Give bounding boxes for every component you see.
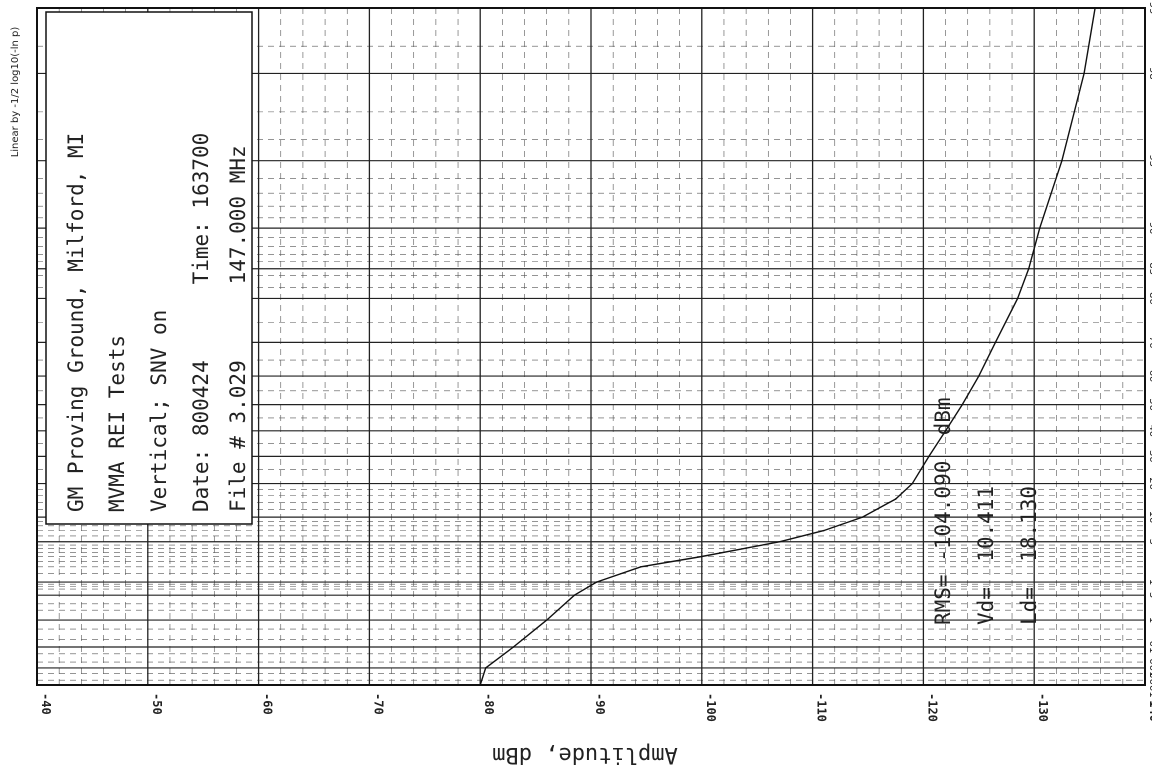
y-tick-label: -90 bbox=[593, 693, 607, 715]
prob-tick-label: 0001 bbox=[1147, 672, 1152, 697]
info-line-3: Vertical; SNV on bbox=[147, 310, 171, 512]
y-tick-label: -80 bbox=[482, 693, 496, 715]
data-point-23 bbox=[1094, 7, 1096, 9]
data-point-20 bbox=[1038, 227, 1041, 229]
series-line-0 bbox=[479, 7, 1096, 686]
prob-tick-label: 50 bbox=[1147, 398, 1152, 411]
data-point-9 bbox=[822, 529, 825, 532]
y-tick-label: -60 bbox=[261, 693, 275, 715]
prob-tick-label: 90 bbox=[1147, 222, 1152, 235]
data-point-14 bbox=[944, 429, 947, 432]
data-point-17 bbox=[994, 341, 997, 344]
data-point-13 bbox=[928, 455, 930, 458]
data-point-21 bbox=[1061, 159, 1063, 162]
prob-tick-label: 70 bbox=[1147, 336, 1152, 349]
prob-tick-label: 99 bbox=[1147, 2, 1152, 15]
amplitude-tick-labels: -40 -50 -60 -70 -80 -90 -100 -110 -120 -130 -140 bbox=[39, 693, 1152, 722]
data-point-1 bbox=[484, 667, 487, 669]
y-tick-label: -130 bbox=[1036, 693, 1050, 722]
info-line-5: File # 3.029 147.000 MHz bbox=[226, 145, 250, 512]
prob-tick-label: 85 bbox=[1147, 262, 1152, 275]
prob-tick-label: 10 bbox=[1147, 511, 1152, 524]
data-point-2 bbox=[512, 646, 515, 648]
stat-rms: RMS= -104.090 dBm bbox=[931, 397, 955, 625]
prob-tick-label: 60 bbox=[1147, 370, 1152, 383]
plot-frame bbox=[36, 7, 1146, 686]
stats-block: RMS= -104.090 dBm Vd= 10.411 Ld= 18.130 bbox=[931, 397, 1041, 625]
prob-tick-label: 20 bbox=[1147, 477, 1152, 490]
data-point-4 bbox=[573, 594, 576, 597]
prob-tick-label: 5 bbox=[1147, 592, 1152, 598]
info-box-text: GM Proving Ground, Milford, MI MVMA REI … bbox=[64, 133, 250, 512]
data-point-11 bbox=[894, 498, 897, 500]
y-tick-label: -100 bbox=[704, 693, 718, 722]
prob-tick-label: 01 bbox=[1147, 641, 1152, 654]
stat-vd: Vd= 10.411 bbox=[974, 486, 998, 625]
data-point-15 bbox=[961, 403, 963, 406]
prob-tick-label: 40 bbox=[1147, 424, 1152, 437]
y-axis-label: Amplitude, dBm bbox=[492, 742, 677, 767]
probability-axis-label: Linear by -1/2 log10(-ln p) bbox=[10, 27, 21, 158]
data-point-8 bbox=[778, 540, 781, 543]
data-point-3 bbox=[545, 619, 548, 621]
y-tick-label: -70 bbox=[371, 693, 385, 715]
prob-tick-label: 95 bbox=[1147, 154, 1152, 167]
data-point-19 bbox=[1027, 267, 1030, 270]
y-tick-label: -120 bbox=[925, 693, 939, 722]
prob-tick-label: 1 bbox=[1147, 617, 1152, 623]
prob-tick-label: 1 bbox=[1147, 579, 1152, 585]
prob-tick-label: 001 bbox=[1147, 658, 1152, 677]
y-tick-label: -110 bbox=[815, 693, 829, 722]
data-point-0 bbox=[479, 684, 482, 686]
info-line-1: GM Proving Ground, Milford, MI bbox=[64, 133, 88, 512]
prob-tick-label: 30 bbox=[1147, 450, 1152, 463]
data-point-10 bbox=[861, 516, 864, 518]
stat-ld: Ld= 18.130 bbox=[1017, 486, 1041, 625]
prob-tick-label: 80 bbox=[1147, 292, 1152, 305]
data-point-12 bbox=[911, 482, 914, 485]
y-tick-label: -50 bbox=[150, 693, 164, 715]
data-point-18 bbox=[1016, 297, 1019, 300]
info-line-2: MVMA REI Tests bbox=[105, 335, 129, 512]
data-point-7 bbox=[701, 555, 703, 558]
data-point-6 bbox=[640, 565, 642, 568]
y-tick-label: -40 bbox=[39, 693, 53, 715]
prob-tick-label: 5 bbox=[1147, 539, 1152, 545]
y-tick-label: -140 bbox=[1147, 693, 1152, 722]
data-point-16 bbox=[978, 375, 980, 377]
info-line-4: Date: 800424 Time: 163700 bbox=[189, 133, 213, 512]
info-box bbox=[45, 11, 253, 525]
series-layer bbox=[479, 7, 1096, 686]
data-point-5 bbox=[595, 581, 598, 583]
data-point-22 bbox=[1083, 72, 1085, 75]
prob-tick-label: 98 bbox=[1147, 67, 1152, 80]
